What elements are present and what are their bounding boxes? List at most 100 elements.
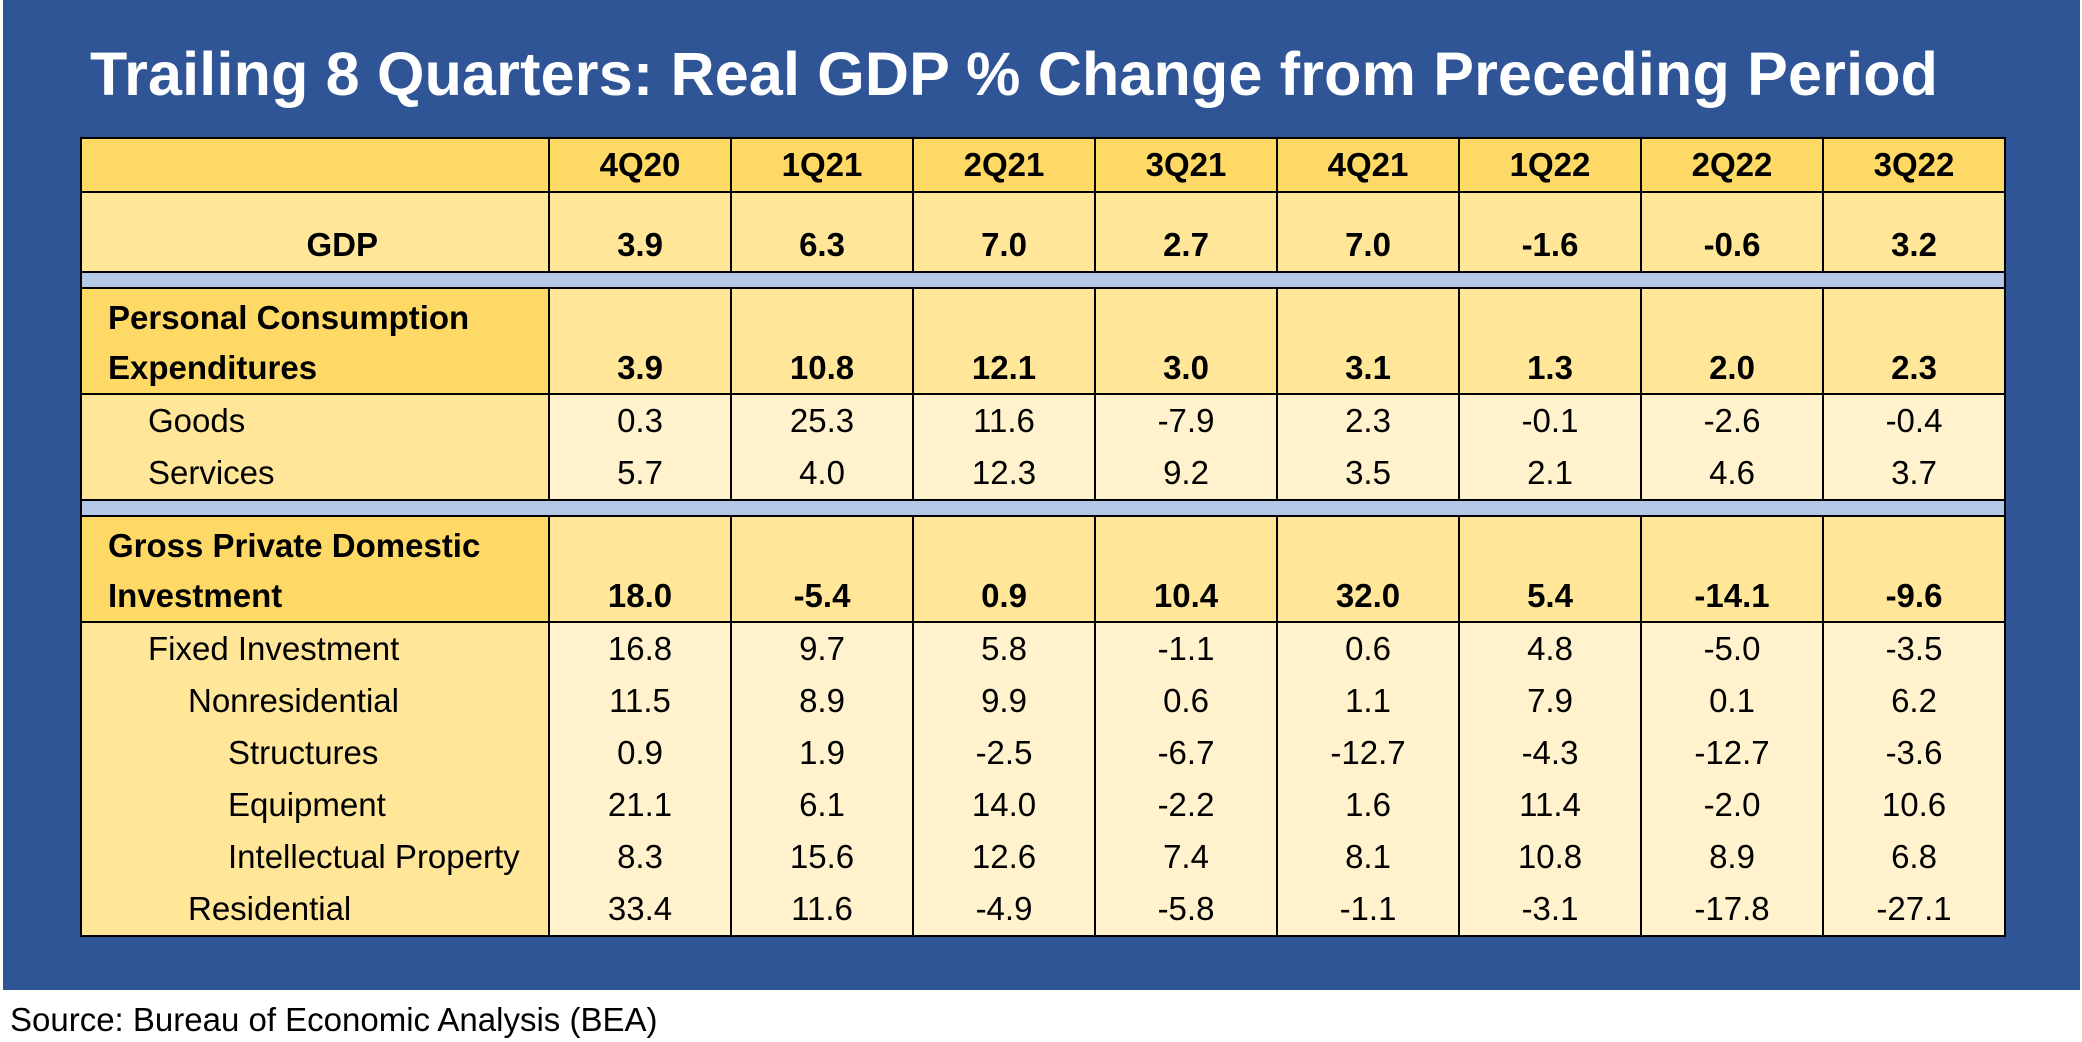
column-header: 3Q21 (1094, 137, 1278, 193)
column-header: 1Q21 (730, 137, 914, 193)
table-cell: -2.0 (1640, 779, 1824, 831)
table-cell: -7.9 (1094, 394, 1278, 447)
table-cell: 12.3 (912, 447, 1096, 501)
table-cell: 15.6 (730, 831, 914, 883)
table-cell: 4.0 (730, 447, 914, 501)
table-cell: 8.9 (1640, 831, 1824, 883)
table-cell: 3.7 (1822, 447, 2006, 501)
row-label: Nonresidential (80, 675, 550, 727)
table-cell: -4.9 (912, 883, 1096, 937)
table-cell: 32.0 (1276, 515, 1460, 623)
table-row-structures: Structures 0.9 1.9 -2.5 -6.7 -12.7 -4.3 … (80, 727, 2006, 779)
table-cell: 7.0 (912, 191, 1096, 273)
table-cell: 9.9 (912, 675, 1096, 727)
table-cell: 2.0 (1640, 287, 1824, 395)
table-cell: -9.6 (1822, 515, 2006, 623)
column-header: 2Q21 (912, 137, 1096, 193)
table-cell: 16.8 (548, 622, 732, 675)
row-label-line: Gross Private Domestic (108, 527, 481, 564)
table-cell: 11.6 (730, 883, 914, 937)
table-row-equipment: Equipment 21.1 6.1 14.0 -2.2 1.6 11.4 -2… (80, 779, 2006, 831)
row-label: Goods (80, 394, 550, 447)
table-cell: -1.1 (1094, 622, 1278, 675)
table-cell: 6.1 (730, 779, 914, 831)
table-row-services: Services 5.7 4.0 12.3 9.2 3.5 2.1 4.6 3.… (80, 447, 2006, 501)
column-header: 3Q22 (1822, 137, 2006, 193)
table-row-fixed-investment: Fixed Investment 16.8 9.7 5.8 -1.1 0.6 4… (80, 622, 2006, 675)
row-label: Personal Consumption Expenditures (80, 287, 550, 395)
table-row-pce: Personal Consumption Expenditures 3.9 10… (80, 287, 2006, 395)
table-cell: 14.0 (912, 779, 1096, 831)
table-cell: 1.9 (730, 727, 914, 779)
row-label-line: Personal Consumption (108, 299, 470, 336)
table-cell: 12.1 (912, 287, 1096, 395)
table-cell: 6.2 (1822, 675, 2006, 727)
table-cell: 0.3 (548, 394, 732, 447)
table-cell: 2.1 (1458, 447, 1642, 501)
row-label: Residential (80, 883, 550, 937)
row-label: Services (80, 447, 550, 501)
table-cell: 1.6 (1276, 779, 1460, 831)
table-cell: 12.6 (912, 831, 1096, 883)
table-row-gdp: GDP 3.9 6.3 7.0 2.7 7.0 -1.6 -0.6 3.2 (80, 191, 2006, 273)
table-cell: 0.6 (1094, 675, 1278, 727)
table-cell: 9.7 (730, 622, 914, 675)
table-cell: 3.1 (1276, 287, 1460, 395)
table-row-intellectual-property: Intellectual Property 8.3 15.6 12.6 7.4 … (80, 831, 2006, 883)
column-header: 4Q20 (548, 137, 732, 193)
column-header: 4Q21 (1276, 137, 1460, 193)
table-cell: 1.1 (1276, 675, 1460, 727)
table-cell: 8.1 (1276, 831, 1460, 883)
table-cell: 21.1 (548, 779, 732, 831)
column-header: 1Q22 (1458, 137, 1642, 193)
table-cell: 0.1 (1640, 675, 1824, 727)
table-cell: -0.1 (1458, 394, 1642, 447)
table-row-nonresidential: Nonresidential 11.5 8.9 9.9 0.6 1.1 7.9 … (80, 675, 2006, 727)
table-row-goods: Goods 0.3 25.3 11.6 -7.9 2.3 -0.1 -2.6 -… (80, 394, 2006, 447)
table-cell: -2.6 (1640, 394, 1824, 447)
table-cell: 4.6 (1640, 447, 1824, 501)
table-cell: 0.9 (912, 515, 1096, 623)
table-cell: 2.3 (1822, 287, 2006, 395)
table-cell: 7.0 (1276, 191, 1460, 273)
table-cell: 10.8 (730, 287, 914, 395)
table-cell: 3.9 (548, 191, 732, 273)
table-cell: 6.3 (730, 191, 914, 273)
header-row: 4Q20 1Q21 2Q21 3Q21 4Q21 1Q22 2Q22 3Q22 (80, 137, 2006, 193)
table-cell: 5.8 (912, 622, 1096, 675)
source-note: Source: Bureau of Economic Analysis (BEA… (10, 1001, 658, 1038)
table-cell: -2.5 (912, 727, 1096, 779)
table-cell: -3.6 (1822, 727, 2006, 779)
row-label-line: Expenditures (108, 349, 318, 386)
table-cell: -12.7 (1276, 727, 1460, 779)
table-cell: 9.2 (1094, 447, 1278, 501)
table-cell: 11.5 (548, 675, 732, 727)
table-cell: -4.3 (1458, 727, 1642, 779)
table-cell: -1.1 (1276, 883, 1460, 937)
table-cell: 10.8 (1458, 831, 1642, 883)
table-cell: 7.9 (1458, 675, 1642, 727)
header-corner-cell (80, 137, 550, 193)
row-label: Equipment (80, 779, 550, 831)
table-cell: 10.4 (1094, 515, 1278, 623)
table-cell: -5.8 (1094, 883, 1278, 937)
table-cell: 2.3 (1276, 394, 1460, 447)
table-cell: -0.4 (1822, 394, 2006, 447)
table-cell: 3.2 (1822, 191, 2006, 273)
table-row-gpdi: Gross Private Domestic Investment 18.0 -… (80, 515, 2006, 623)
table-row-residential: Residential 33.4 11.6 -4.9 -5.8 -1.1 -3.… (80, 883, 2006, 937)
table-cell: 33.4 (548, 883, 732, 937)
chart-title: Trailing 8 Quarters: Real GDP % Change f… (90, 40, 1939, 108)
table-cell: 0.9 (548, 727, 732, 779)
table-cell: -1.6 (1458, 191, 1642, 273)
table-cell: 3.0 (1094, 287, 1278, 395)
table-cell: 5.4 (1458, 515, 1642, 623)
table-cell: -17.8 (1640, 883, 1824, 937)
table-cell: -5.0 (1640, 622, 1824, 675)
table-cell: 8.3 (548, 831, 732, 883)
table-cell: 1.3 (1458, 287, 1642, 395)
row-label: Fixed Investment (80, 622, 550, 675)
table-cell: -5.4 (730, 515, 914, 623)
row-label: Intellectual Property (80, 831, 550, 883)
row-label-line: Investment (108, 577, 283, 614)
